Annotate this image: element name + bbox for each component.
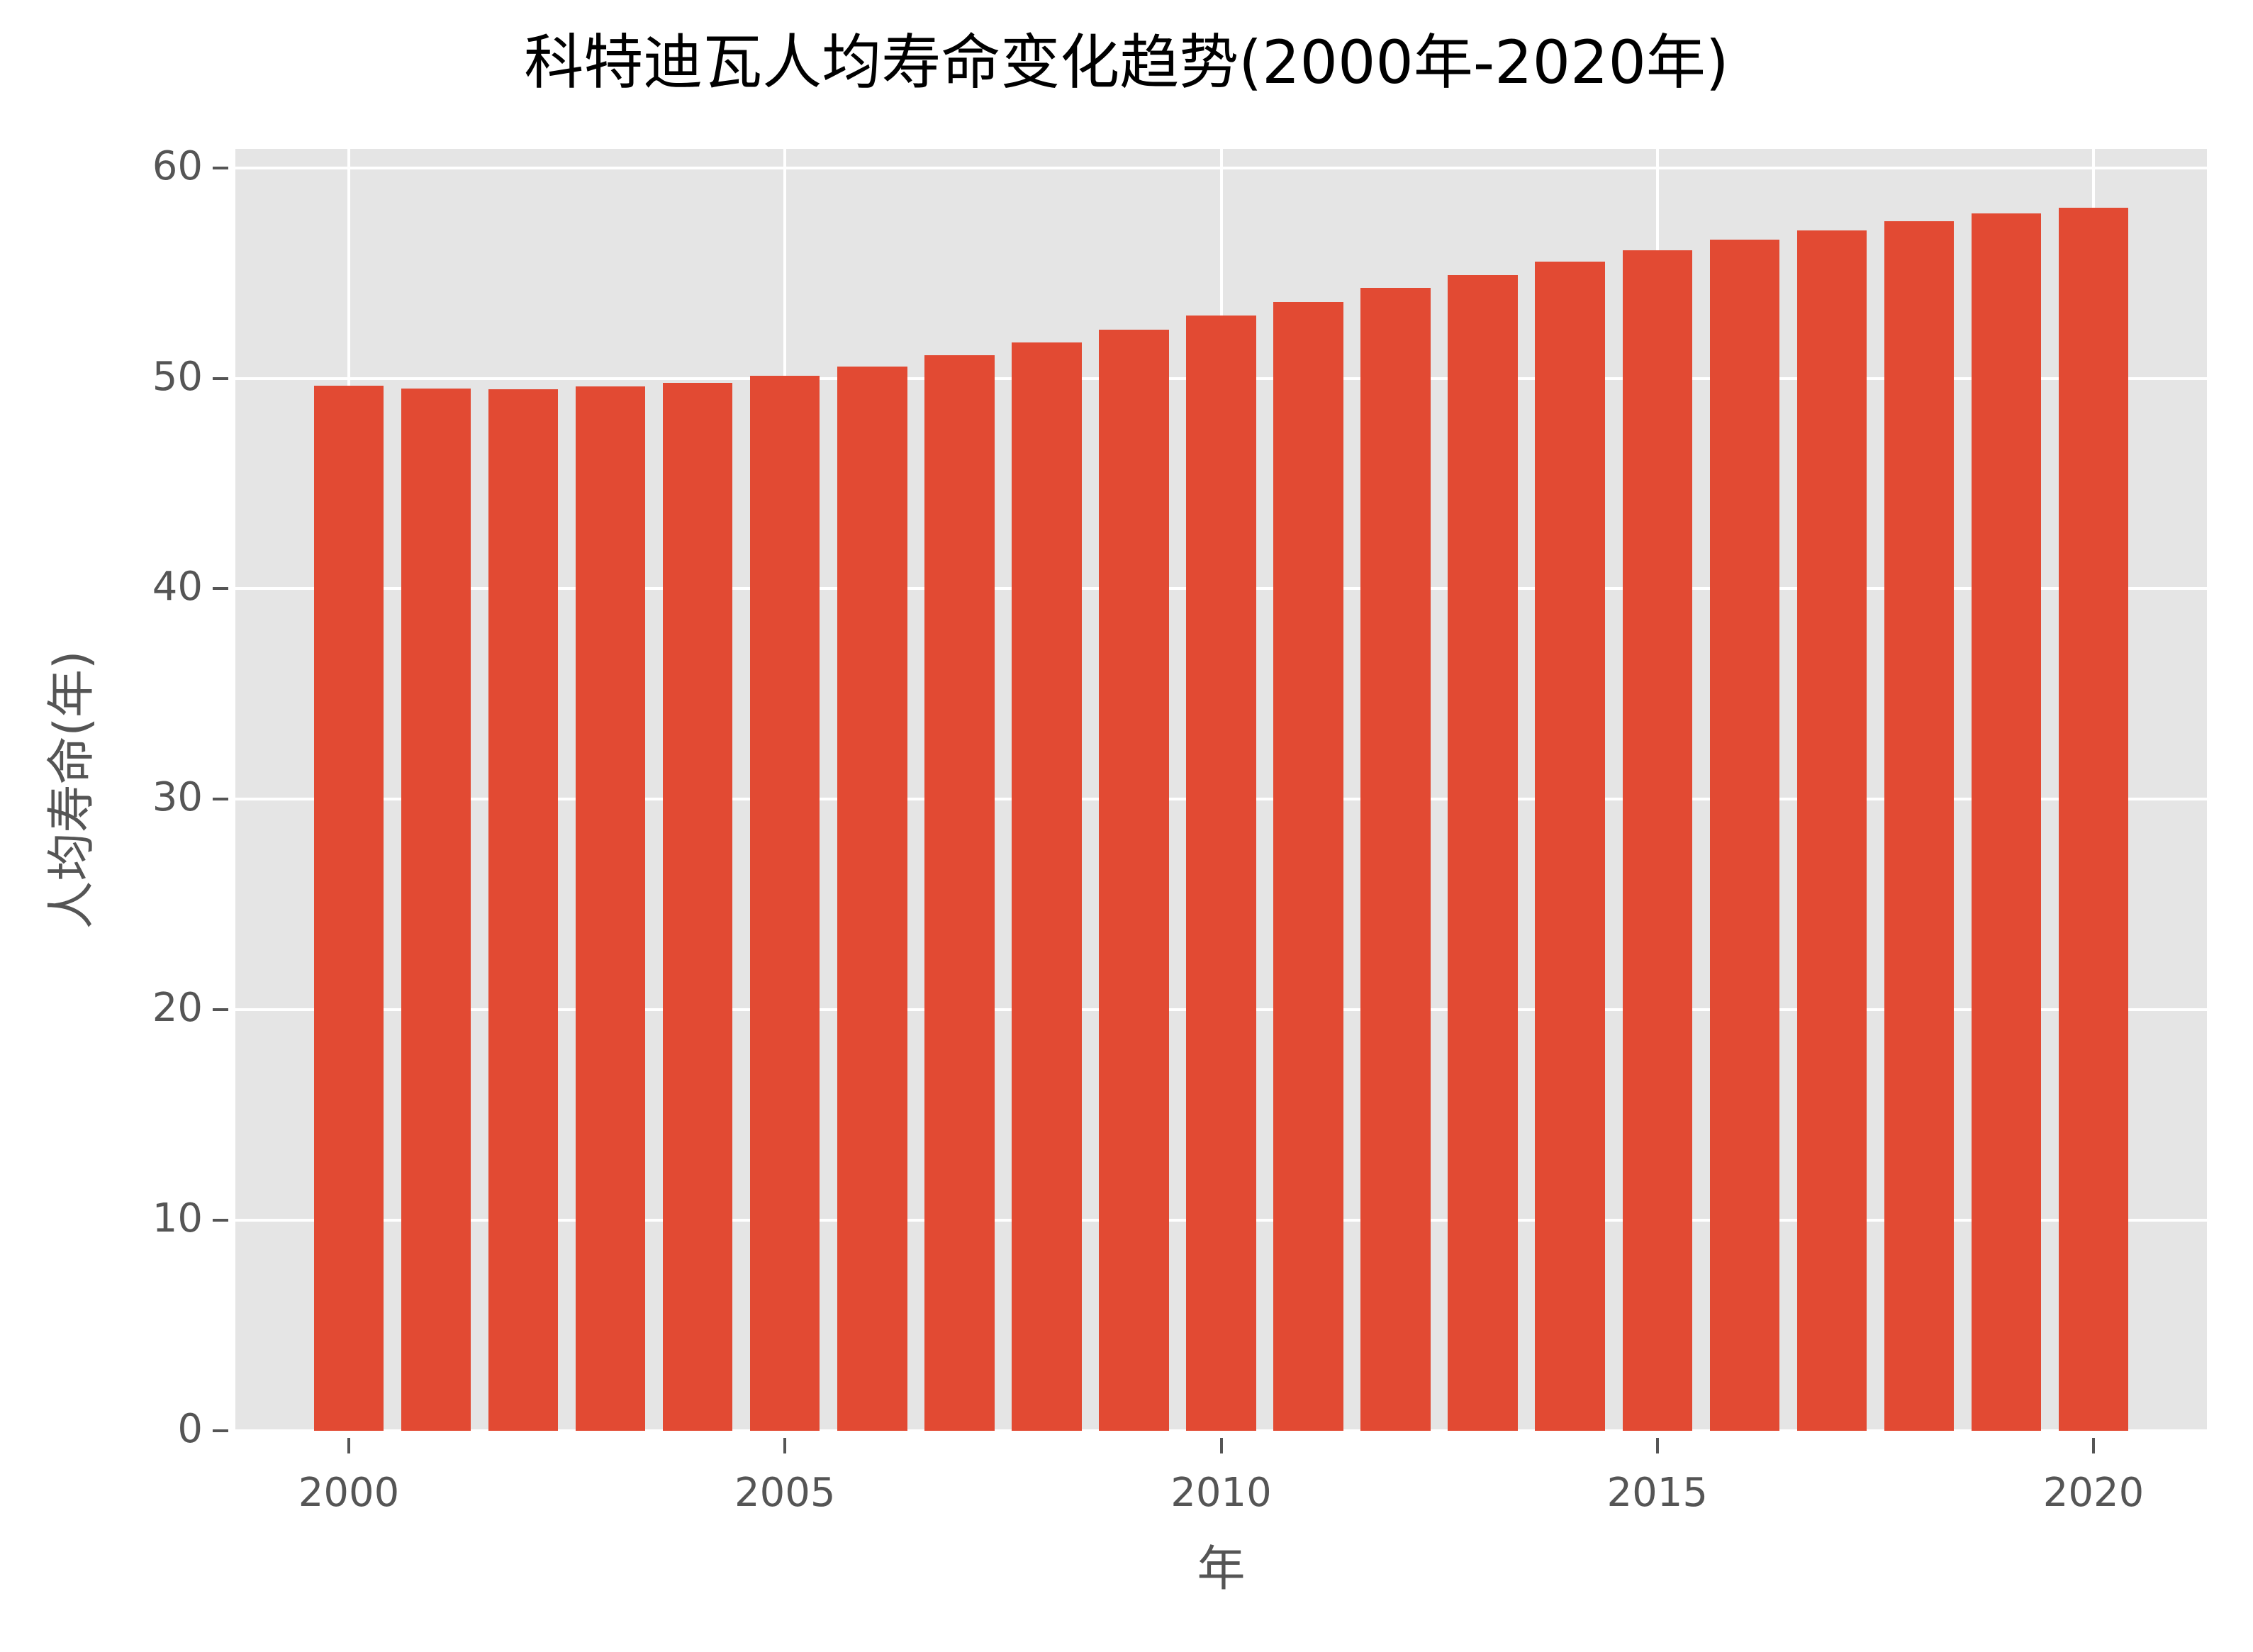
y-tick-mark: [213, 166, 228, 169]
y-tick-mark: [213, 376, 228, 380]
x-tick-mark: [2092, 1438, 2096, 1453]
bar-2013: [1448, 274, 1518, 1431]
y-tick-mark: [213, 587, 228, 591]
bar-2003: [575, 386, 646, 1431]
bar-2015: [1622, 250, 1692, 1431]
x-tick-mark: [783, 1438, 787, 1453]
y-tick-label: 30: [152, 774, 203, 821]
bar-2001: [401, 388, 471, 1431]
y-tick-mark: [213, 1008, 228, 1012]
plot-area: [235, 149, 2207, 1431]
x-tick-label: 2020: [2042, 1470, 2145, 1516]
x-tick-mark: [347, 1438, 350, 1453]
y-tick-mark: [213, 1219, 228, 1222]
bar-2006: [837, 366, 907, 1431]
y-axis-title: 人均寿命(年): [44, 650, 100, 930]
x-tick-mark: [1655, 1438, 1659, 1453]
bar-2020: [2058, 207, 2129, 1431]
y-tick-label: 40: [152, 564, 203, 610]
y-tick-mark: [213, 1429, 228, 1432]
y-tick-label: 60: [152, 143, 203, 189]
y-tick-mark: [213, 798, 228, 801]
x-tick-mark: [1219, 1438, 1223, 1453]
x-tick-label: 2000: [298, 1470, 400, 1516]
bar-2018: [1884, 221, 1955, 1431]
bar-2014: [1535, 262, 1605, 1431]
bar-2005: [750, 375, 820, 1431]
y-tick-label: 10: [152, 1195, 203, 1242]
bar-2017: [1796, 230, 1867, 1431]
bar-2011: [1273, 301, 1343, 1431]
y-tick-label: 0: [177, 1406, 203, 1452]
bar-2008: [1012, 342, 1082, 1431]
x-tick-label: 2015: [1606, 1470, 1708, 1516]
bar-2019: [1971, 213, 2042, 1431]
y-tick-label: 20: [152, 985, 203, 1032]
bar-2012: [1360, 287, 1431, 1431]
bar-2007: [924, 355, 995, 1431]
chart-title: 科特迪瓦人均寿命变化趋势(2000年-2020年): [524, 28, 1729, 97]
bar-2002: [488, 389, 559, 1431]
bar-2004: [662, 382, 733, 1431]
bar-2009: [1099, 329, 1169, 1431]
y-tick-label: 50: [152, 353, 203, 400]
x-tick-label: 2005: [734, 1470, 836, 1516]
x-axis-title: 年: [1197, 1541, 1246, 1597]
bar-2010: [1186, 315, 1256, 1431]
x-tick-label: 2010: [1170, 1470, 1272, 1516]
bar-2016: [1709, 239, 1780, 1431]
bar-2000: [313, 385, 384, 1431]
